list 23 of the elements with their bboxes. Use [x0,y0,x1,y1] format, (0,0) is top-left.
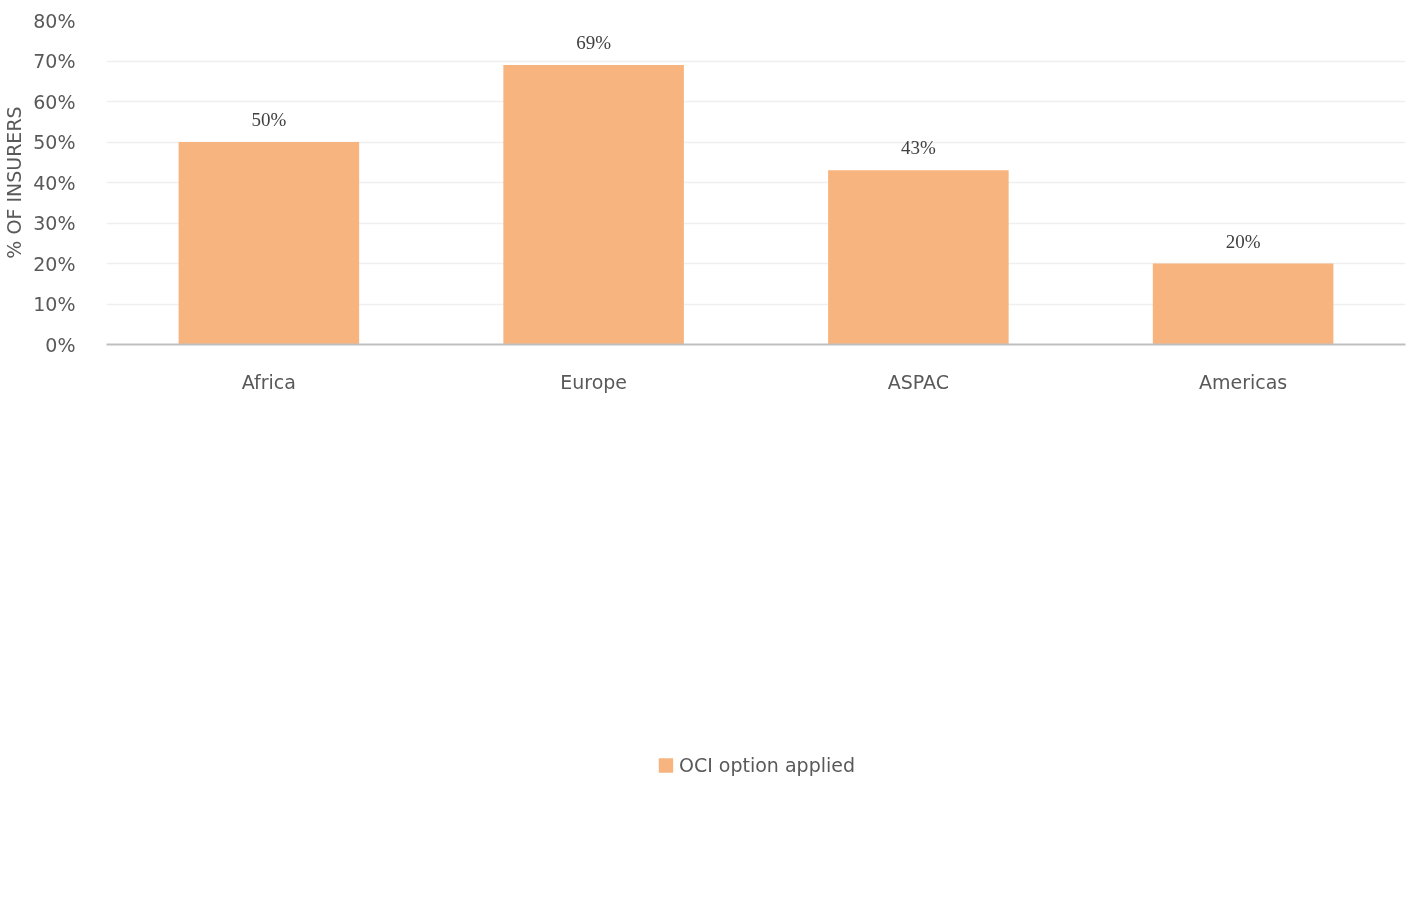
x-tick-label: Americas [1198,370,1288,393]
y-tick-label: 50% [33,131,76,153]
y-tick-label: 30% [33,212,76,234]
data-label: 43% [900,137,936,159]
data-label: 50% [251,109,287,130]
y-tick-label: 0% [45,333,76,356]
y-tick-label: 40% [33,171,76,194]
bar [1152,263,1334,345]
y-axis-title: % OF INSURERS [3,106,26,259]
y-tick-label: 20% [33,252,76,275]
y-tick-label: 70% [33,50,76,72]
x-tick-label: Africa [241,370,296,393]
bar [503,65,684,345]
y-tick-label: 80% [33,9,76,32]
x-tick-label: Europe [560,370,628,393]
bar [178,142,360,345]
data-label: 20% [1225,230,1261,252]
bar [828,170,1009,345]
data-label: 69% [576,32,612,54]
legend-label: OCI option applied [678,753,856,776]
y-tick-label: 10% [33,293,76,315]
y-tick-label: 60% [33,90,76,113]
x-tick-label: ASPAC [887,370,949,393]
